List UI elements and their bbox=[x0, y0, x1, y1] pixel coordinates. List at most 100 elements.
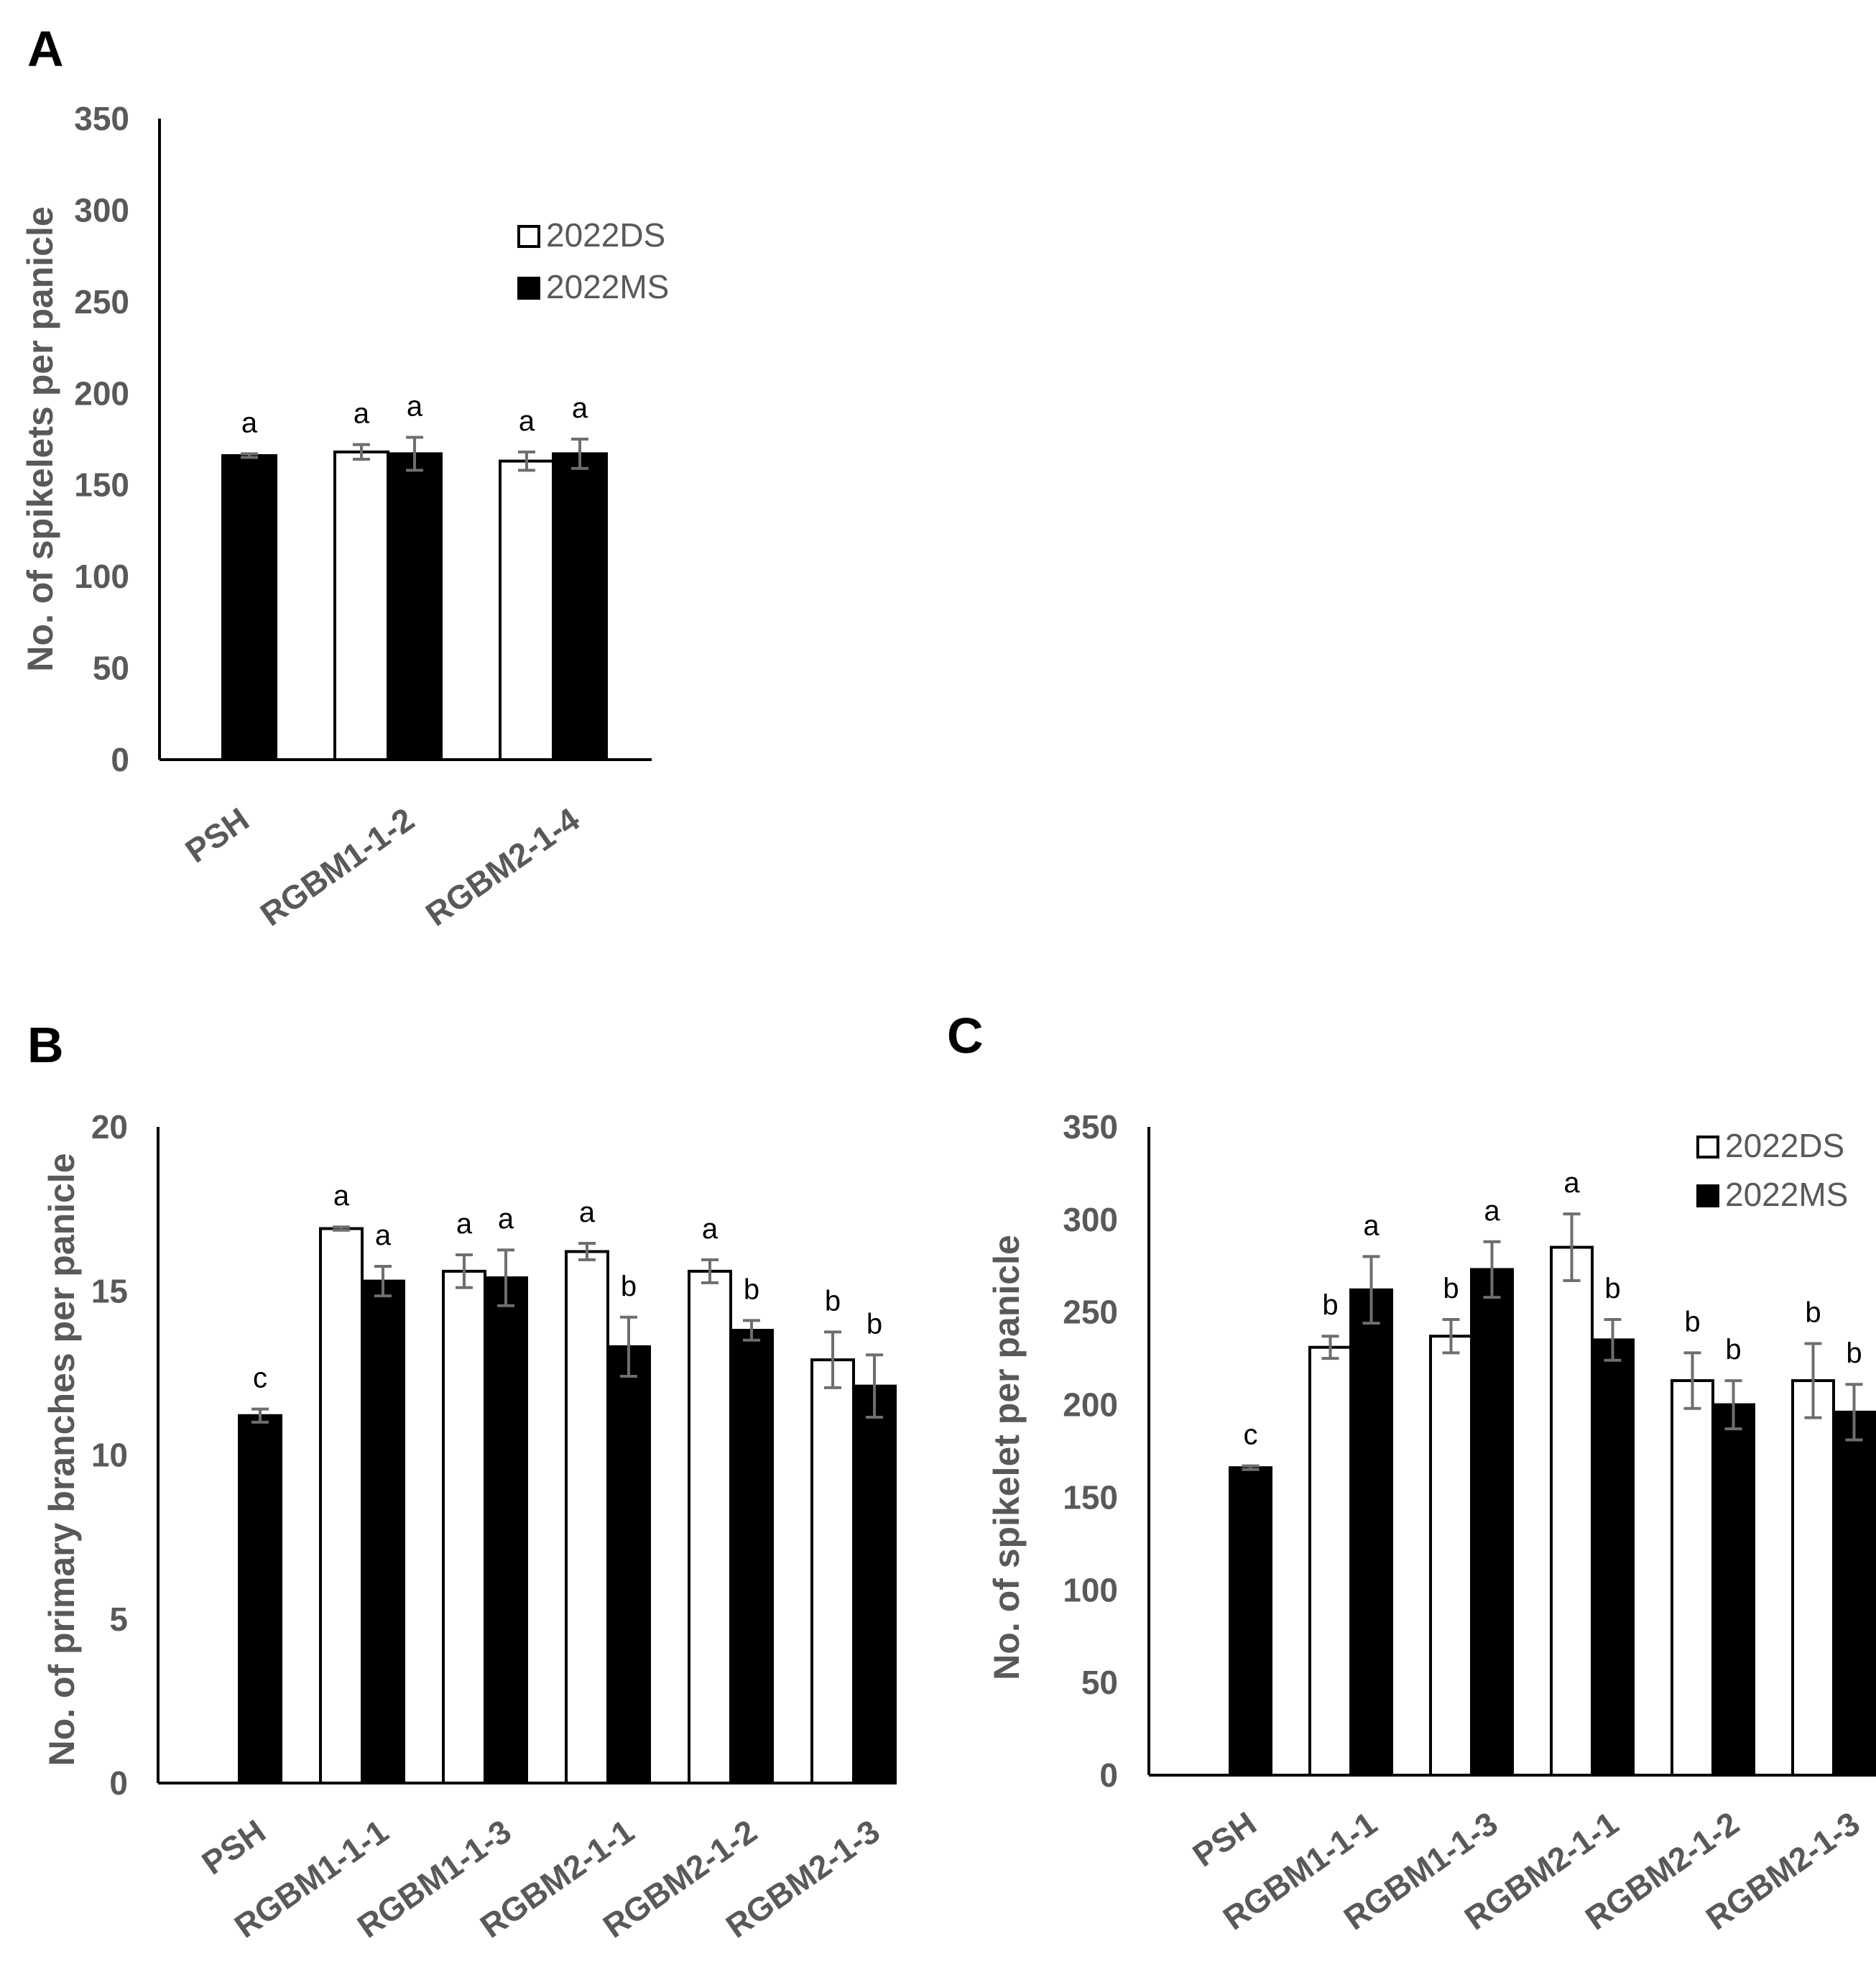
error-bar-rgbm1-1-1-2022ms bbox=[374, 1265, 392, 1298]
bar-rgbm2-1-2-2022ms bbox=[1711, 1403, 1755, 1777]
significance-letter: a bbox=[1363, 1210, 1380, 1241]
bar-rgbm1-1-2-2022ds bbox=[333, 450, 389, 762]
panel-b: B No. of primary branches per panicle 0 5 10… bbox=[27, 1017, 897, 1945]
bar-rgbm2-1-4-2022ds bbox=[499, 459, 555, 762]
significance-letter: b bbox=[1604, 1273, 1620, 1304]
bar-rgbm2-1-3-2022ds bbox=[1791, 1379, 1835, 1777]
significance-letter: a bbox=[1484, 1195, 1500, 1227]
x-category-label: RGBM2-1-4 bbox=[419, 800, 586, 933]
y-tick-label: 250 bbox=[74, 283, 129, 321]
y-tick-label: 300 bbox=[1063, 1201, 1118, 1238]
y-tick-label: 5 bbox=[109, 1601, 128, 1638]
bar-psh-2022ms bbox=[1229, 1466, 1272, 1777]
significance-letter: a bbox=[702, 1213, 718, 1245]
error-bar-rgbm1-1-3-2022ds bbox=[456, 1253, 473, 1289]
error-bar-rgbm1-1-1-2022ds bbox=[1321, 1335, 1339, 1360]
bar-psh-2022ms bbox=[221, 453, 277, 761]
error-bar-rgbm2-1-3-2022ds bbox=[824, 1330, 841, 1389]
y-tick-label: 200 bbox=[74, 374, 129, 412]
error-bar-rgbm1-1-2-2022ms bbox=[406, 436, 423, 472]
bar-psh-2022ms bbox=[238, 1414, 282, 1784]
significance-letter: c bbox=[1244, 1419, 1258, 1451]
bar-rgbm2-1-1-2022ms bbox=[1591, 1338, 1635, 1777]
significance-letter: a bbox=[519, 405, 535, 437]
legend-swatch-2022ms bbox=[517, 277, 540, 300]
significance-letter: a bbox=[375, 1220, 392, 1251]
legend-label-2022ms: 2022MS bbox=[1725, 1176, 1848, 1213]
y-tick-label: 350 bbox=[74, 100, 129, 137]
legend: 2022DS 2022MS bbox=[1696, 1127, 1848, 1213]
significance-letter: a bbox=[456, 1208, 473, 1240]
significance-letter: b bbox=[825, 1285, 841, 1317]
y-tick-label: 150 bbox=[1063, 1478, 1118, 1516]
significance-letter: b bbox=[1725, 1334, 1741, 1365]
error-bar-rgbm2-1-3-2022ms bbox=[1845, 1383, 1863, 1442]
bar-rgbm1-1-3-2022ms bbox=[484, 1276, 528, 1784]
error-bar-rgbm2-1-1-2022ms bbox=[1604, 1318, 1622, 1362]
y-tick-label: 0 bbox=[109, 1764, 128, 1802]
panel-a: A No. of spikelets per panicle 0 50 100 150 20… bbox=[20, 21, 669, 933]
significance-letter: b bbox=[621, 1271, 637, 1302]
error-bar-psh-2022ms bbox=[241, 452, 258, 459]
y-axis-label: No. of primary branches per panicle bbox=[42, 1153, 82, 1766]
significance-letter: a bbox=[333, 1180, 350, 1212]
y-tick-label: 0 bbox=[111, 741, 129, 778]
panel-letter: C bbox=[947, 1008, 984, 1064]
y-tick-label: 50 bbox=[93, 650, 129, 687]
error-bar-psh-2022ms bbox=[251, 1407, 269, 1424]
legend-swatch-2022ds bbox=[1696, 1136, 1719, 1159]
bar-rgbm2-1-1-2022ds bbox=[565, 1250, 609, 1784]
bar-rgbm2-1-4-2022ms bbox=[552, 452, 608, 761]
panel-letter: B bbox=[27, 1017, 64, 1073]
y-tick-label: 100 bbox=[1063, 1571, 1118, 1608]
error-bar-rgbm2-1-4-2022ms bbox=[571, 438, 588, 470]
y-tick-label: 350 bbox=[1063, 1108, 1118, 1146]
error-bar-rgbm2-1-1-2022ds bbox=[1563, 1212, 1581, 1282]
legend-swatch-2022ds bbox=[517, 225, 540, 248]
significance-letter: b bbox=[867, 1308, 882, 1340]
significance-letter: b bbox=[1322, 1289, 1338, 1321]
y-tick-label: 10 bbox=[91, 1437, 128, 1474]
y-axis-label: No. of spikelet per panicle bbox=[986, 1235, 1027, 1680]
y-tick-label: 250 bbox=[1063, 1294, 1118, 1331]
error-bar-rgbm2-1-1-2022ms bbox=[620, 1315, 637, 1378]
error-bar-rgbm2-1-1-2022ds bbox=[578, 1242, 596, 1261]
legend-label-2022ds: 2022DS bbox=[546, 216, 665, 254]
error-bar-rgbm2-1-2-2022ds bbox=[1683, 1351, 1701, 1410]
legend: 2022DS 2022MS bbox=[517, 216, 669, 305]
significance-letter: b bbox=[1684, 1306, 1700, 1337]
x-category-label: PSH bbox=[195, 1813, 272, 1882]
x-category-label: RGBM1-1-2 bbox=[254, 801, 421, 934]
error-bar-rgbm2-1-3-2022ds bbox=[1804, 1342, 1822, 1419]
error-bar-rgbm2-1-2-2022ds bbox=[701, 1258, 718, 1284]
significance-letter: b bbox=[744, 1274, 759, 1305]
bar-rgbm2-1-3-2022ms bbox=[1832, 1410, 1876, 1777]
error-bar-rgbm1-1-3-2022ms bbox=[1483, 1240, 1501, 1299]
significance-letter: a bbox=[1563, 1167, 1580, 1199]
bar-rgbm1-1-1-2022ms bbox=[1349, 1288, 1393, 1777]
panel-letter: A bbox=[27, 21, 64, 77]
y-tick-label: 20 bbox=[91, 1108, 128, 1146]
bar-rgbm2-1-2-2022ds bbox=[688, 1269, 732, 1784]
error-bar-rgbm1-1-3-2022ds bbox=[1442, 1318, 1460, 1355]
error-bar-rgbm1-1-3-2022ms bbox=[497, 1248, 514, 1307]
bar-rgbm2-1-1-2022ds bbox=[1550, 1245, 1594, 1777]
bar-rgbm1-1-1-2022ds bbox=[1308, 1345, 1352, 1777]
error-bar-rgbm1-1-2-2022ds bbox=[353, 443, 370, 461]
x-category-label: PSH bbox=[1186, 1805, 1262, 1874]
y-tick-label: 50 bbox=[1081, 1664, 1118, 1701]
significance-letter: a bbox=[572, 392, 588, 424]
y-tick-label: 15 bbox=[91, 1272, 128, 1309]
bar-rgbm1-1-1-2022ms bbox=[361, 1279, 405, 1785]
error-bar-rgbm2-1-2-2022ms bbox=[1724, 1379, 1742, 1431]
bar-rgbm1-1-3-2022ds bbox=[442, 1269, 486, 1784]
error-bar-rgbm2-1-4-2022ds bbox=[518, 450, 535, 472]
y-tick-label: 300 bbox=[74, 191, 129, 229]
error-bar-rgbm1-1-1-2022ds bbox=[333, 1225, 350, 1232]
bar-rgbm2-1-3-2022ds bbox=[810, 1358, 855, 1784]
bar-rgbm2-1-2-2022ms bbox=[729, 1329, 774, 1784]
significance-letter: a bbox=[498, 1203, 514, 1235]
x-category-label: PSH bbox=[178, 801, 255, 870]
significance-letter: b bbox=[1846, 1337, 1862, 1369]
